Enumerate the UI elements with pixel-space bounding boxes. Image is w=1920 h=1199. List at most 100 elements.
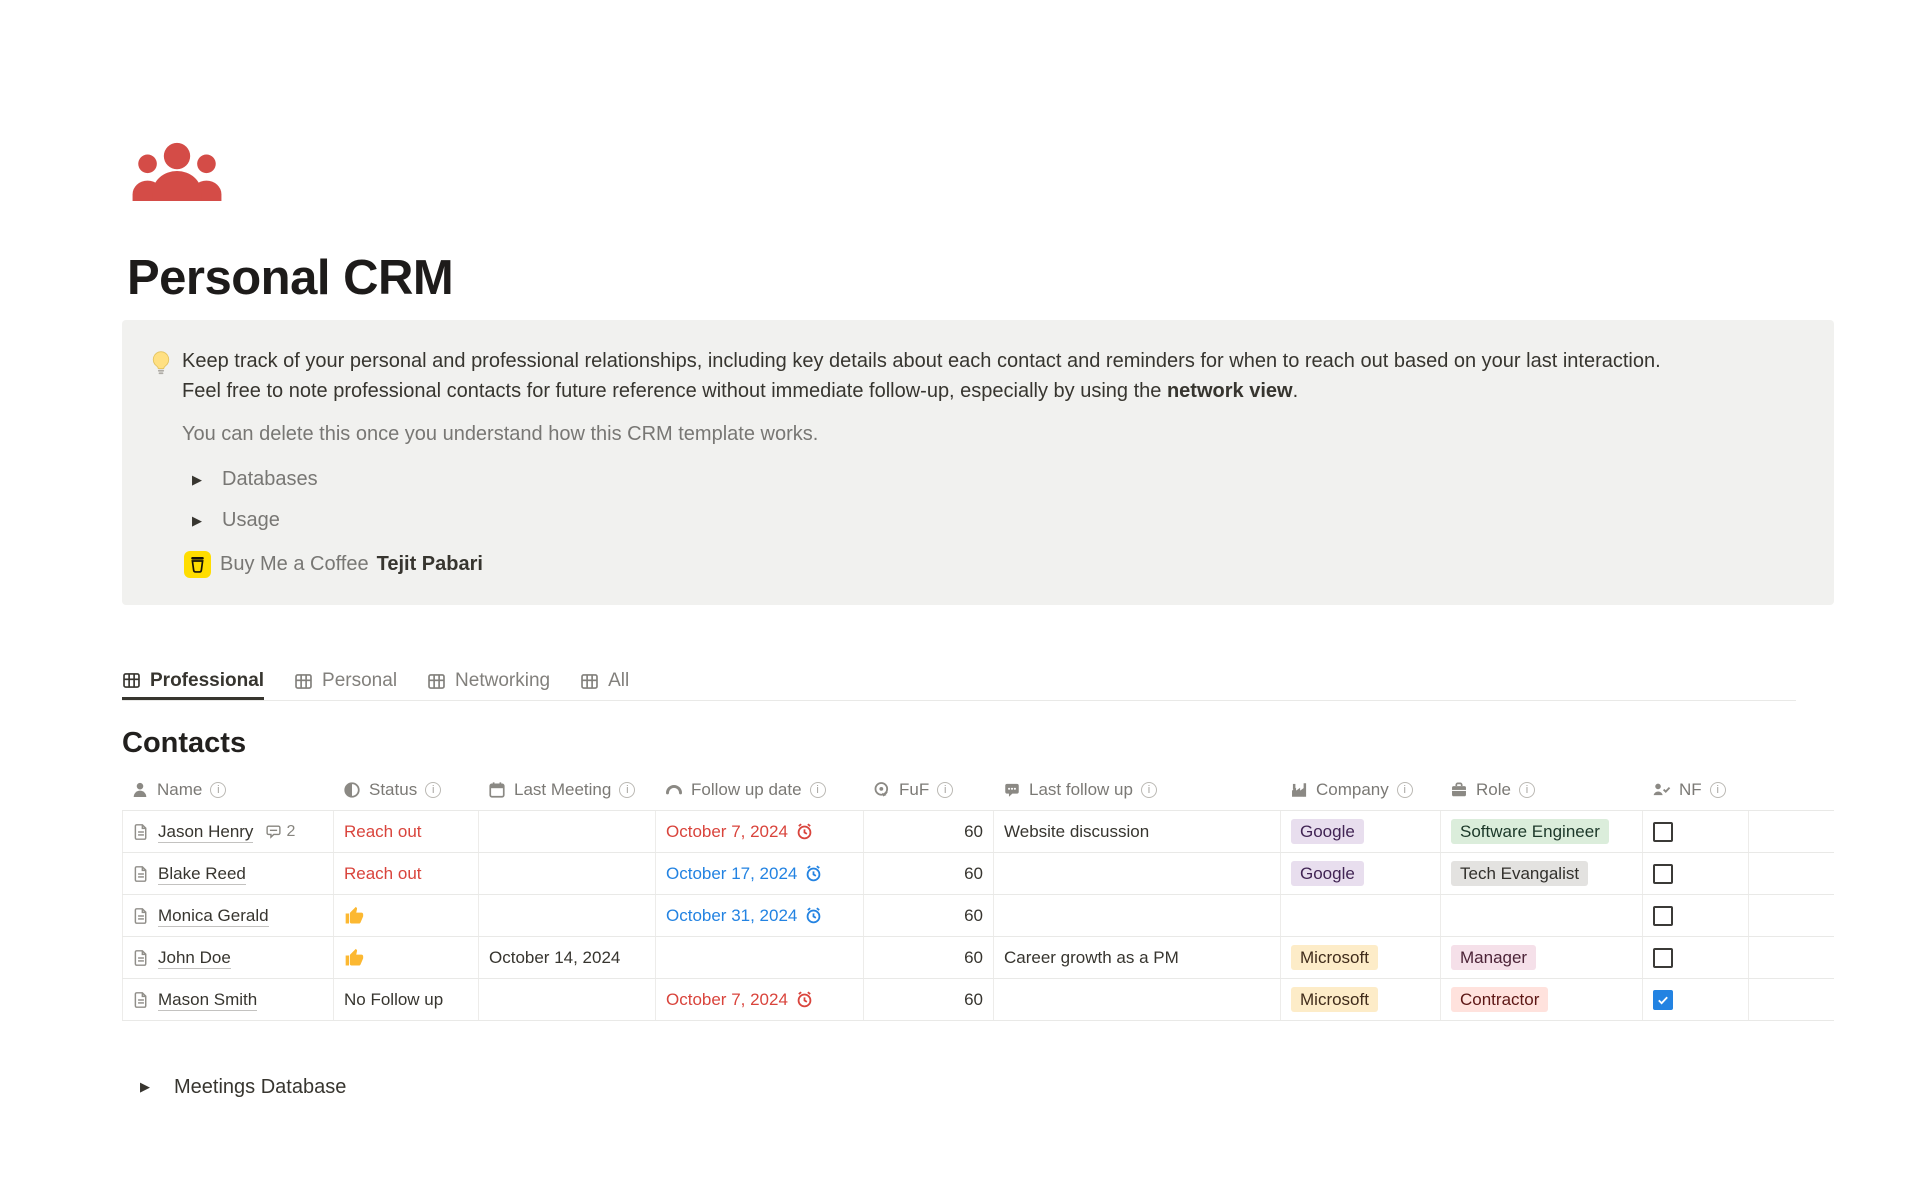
nf-cell[interactable] — [1643, 979, 1749, 1020]
column-header-fuf[interactable]: FuF i — [864, 770, 994, 810]
info-icon[interactable]: i — [937, 782, 954, 798]
info-icon[interactable]: i — [1518, 782, 1535, 798]
last-follow-up-cell[interactable]: Career growth as a PM — [994, 937, 1281, 978]
toggle-meetings-database[interactable]: ▶ Meetings Database — [140, 1071, 1834, 1103]
role-tag: Contractor — [1451, 987, 1549, 1012]
contacts-title: Contacts — [122, 727, 247, 759]
nf-checkbox[interactable] — [1653, 905, 1673, 926]
last-follow-up-cell[interactable]: Website discussion — [994, 811, 1281, 852]
factory-icon — [1292, 783, 1307, 797]
view-tabs: Professional Personal Networking All — [122, 664, 1796, 701]
nf-cell[interactable] — [1643, 895, 1749, 936]
nf-checkbox[interactable] — [1653, 989, 1673, 1010]
info-icon[interactable]: i — [1140, 782, 1157, 798]
comment-count-badge[interactable]: 2 — [265, 823, 295, 841]
company-cell[interactable]: Microsoft — [1281, 937, 1441, 978]
toggle-arrow-icon[interactable]: ▶ — [192, 471, 202, 487]
role-cell[interactable]: Software Engineer — [1441, 811, 1643, 852]
follow-up-date-cell[interactable] — [656, 937, 864, 978]
last-meeting-cell[interactable] — [479, 895, 656, 936]
name-cell[interactable]: Blake Reed — [122, 853, 334, 894]
column-header-follow-up-date[interactable]: Follow up date i — [656, 770, 864, 810]
tab-all[interactable]: All — [580, 664, 629, 700]
nf-checkbox[interactable] — [1653, 947, 1673, 968]
follow-up-date-cell[interactable]: October 31, 2024 — [656, 895, 864, 936]
info-icon[interactable]: i — [425, 782, 442, 798]
toggle-arrow-icon[interactable]: ▶ — [192, 512, 202, 528]
toggle-databases[interactable]: ▶ Databases — [192, 459, 1786, 500]
tab-networking[interactable]: Networking — [427, 664, 550, 700]
tab-personal[interactable]: Personal — [294, 664, 397, 700]
info-icon[interactable]: i — [619, 782, 636, 798]
name-cell[interactable]: Mason Smith — [122, 979, 334, 1020]
role-cell[interactable] — [1441, 895, 1643, 936]
company-cell[interactable]: Google — [1281, 811, 1441, 852]
comment-icon — [1005, 783, 1019, 797]
status-cell[interactable]: Reach out — [334, 853, 479, 894]
last-meeting-cell[interactable] — [479, 811, 656, 852]
role-cell[interactable]: Manager — [1441, 937, 1643, 978]
tab-professional[interactable]: Professional — [122, 664, 265, 700]
status-cell[interactable]: No Follow up — [334, 979, 479, 1020]
toggle-usage[interactable]: ▶ Usage — [192, 500, 1786, 541]
column-header-name[interactable]: Name i — [122, 770, 334, 810]
company-cell[interactable]: Microsoft — [1281, 979, 1441, 1020]
fuf-cell[interactable]: 60 — [864, 853, 994, 894]
status-cell[interactable] — [334, 895, 479, 936]
people-icon[interactable] — [127, 139, 227, 201]
fuf-cell[interactable]: 60 — [864, 811, 994, 852]
fuf-cell[interactable]: 60 — [864, 895, 994, 936]
table-header-row: Name i Status i Last Meeting i Follow up da… — [122, 770, 1834, 811]
company-cell[interactable]: Google — [1281, 853, 1441, 894]
nf-checkbox[interactable] — [1653, 821, 1673, 842]
column-header-role[interactable]: Role i — [1441, 770, 1643, 810]
fuf-cell[interactable]: 60 — [864, 979, 994, 1020]
rollup-icon — [874, 782, 889, 797]
column-header-company[interactable]: Company i — [1281, 770, 1441, 810]
callout: Keep track of your personal and professi… — [122, 320, 1834, 605]
last-meeting-cell[interactable]: October 14, 2024 — [479, 937, 656, 978]
column-header-last-follow-up[interactable]: Last follow up i — [994, 770, 1281, 810]
person-check-icon — [1653, 783, 1671, 796]
column-header-last-meeting[interactable]: Last Meeting i — [479, 770, 656, 810]
column-header-nf[interactable]: NF i — [1643, 770, 1749, 810]
status-cell[interactable] — [334, 937, 479, 978]
status-icon — [344, 782, 360, 798]
row-filler — [1749, 895, 1834, 936]
info-icon[interactable]: i — [1396, 782, 1413, 798]
role-cell[interactable]: Tech Evangalist — [1441, 853, 1643, 894]
name-cell[interactable]: John Doe — [122, 937, 334, 978]
meetings-database-label: Meetings Database — [174, 1075, 347, 1098]
company-tag: Microsoft — [1291, 987, 1378, 1012]
last-follow-up-cell[interactable] — [994, 979, 1281, 1020]
fuf-cell[interactable]: 60 — [864, 937, 994, 978]
page-title: Personal CRM — [127, 251, 454, 305]
name-cell[interactable]: Jason Henry 2 — [122, 811, 334, 852]
follow-up-date-cell[interactable]: October 7, 2024 — [656, 811, 864, 852]
info-icon[interactable]: i — [210, 782, 227, 798]
table-row: Blake Reed Reach out October 17, 2024 60… — [122, 853, 1834, 895]
nf-cell[interactable] — [1643, 937, 1749, 978]
toggle-arrow-icon[interactable]: ▶ — [140, 1079, 150, 1094]
company-cell[interactable] — [1281, 895, 1441, 936]
role-cell[interactable]: Contractor — [1441, 979, 1643, 1020]
last-meeting-cell[interactable] — [479, 853, 656, 894]
page-icon — [134, 865, 147, 882]
follow-up-date-cell[interactable]: October 17, 2024 — [656, 853, 864, 894]
last-meeting-cell[interactable] — [479, 979, 656, 1020]
alarm-clock-icon — [797, 991, 812, 1008]
alarm-clock-icon — [807, 907, 821, 924]
status-cell[interactable]: Reach out — [334, 811, 479, 852]
nf-cell[interactable] — [1643, 853, 1749, 894]
info-icon[interactable]: i — [809, 782, 826, 798]
follow-up-date-cell[interactable]: October 7, 2024 — [656, 979, 864, 1020]
name-cell[interactable]: Monica Gerald — [122, 895, 334, 936]
info-icon[interactable]: i — [1709, 782, 1726, 798]
nf-checkbox[interactable] — [1653, 863, 1673, 884]
last-follow-up-cell[interactable] — [994, 895, 1281, 936]
nf-cell[interactable] — [1643, 811, 1749, 852]
column-header-status[interactable]: Status i — [334, 770, 479, 810]
last-follow-up-cell[interactable] — [994, 853, 1281, 894]
role-tag: Manager — [1451, 945, 1537, 970]
buy-me-a-coffee-link[interactable]: Buy Me a Coffee Tejit Pabari — [184, 541, 1786, 587]
